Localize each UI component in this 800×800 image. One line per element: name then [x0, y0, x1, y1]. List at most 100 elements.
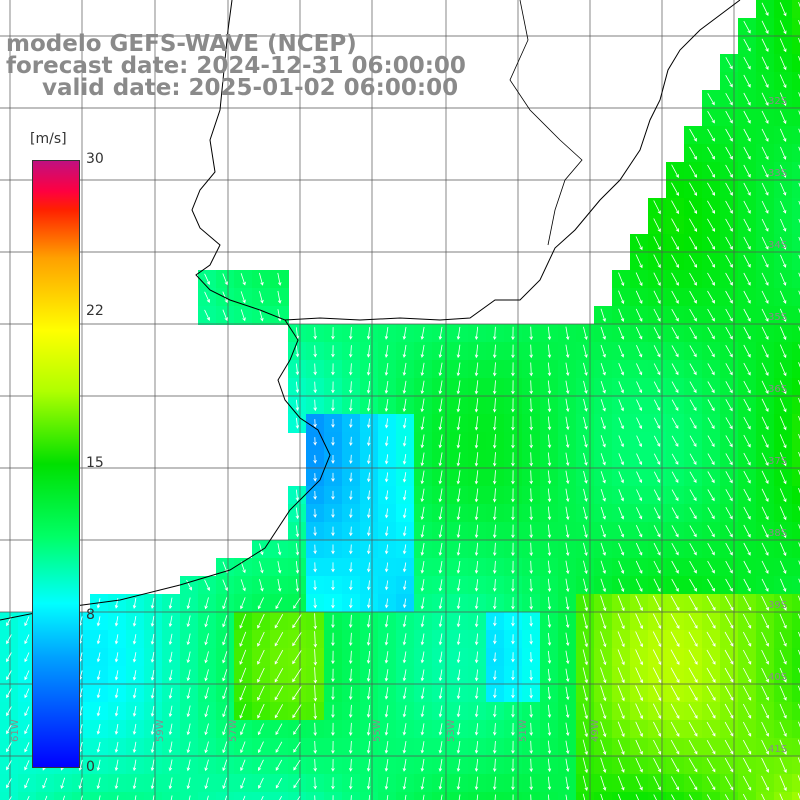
wind-arrow — [242, 795, 246, 800]
wind-cell — [432, 396, 451, 415]
wind-arrow — [725, 128, 733, 142]
wind-cell — [270, 576, 289, 595]
wind-arrow — [456, 470, 461, 485]
wind-cell — [252, 648, 271, 667]
wind-arrow — [42, 777, 48, 789]
wind-arrow — [420, 633, 425, 646]
lat-label: 41S — [768, 744, 788, 755]
wind-arrow — [456, 615, 461, 628]
wind-arrow — [798, 613, 800, 620]
wind-cell — [414, 738, 433, 757]
wind-cell — [270, 612, 289, 631]
wind-cell — [108, 630, 127, 649]
wind-cell — [162, 648, 181, 667]
wind-arrow — [458, 794, 461, 800]
wind-arrow — [206, 795, 209, 800]
wind-arrow — [313, 508, 317, 518]
wind-cell — [540, 360, 559, 379]
wind-cell — [108, 774, 127, 793]
wind-arrow — [565, 560, 570, 575]
wind-cell — [558, 684, 577, 703]
wind-arrow — [150, 777, 155, 790]
wind-arrow — [349, 363, 353, 376]
wind-arrow — [292, 650, 302, 665]
wind-cell — [378, 630, 397, 649]
wind-arrow — [652, 667, 662, 684]
wind-arrow — [742, 775, 752, 791]
wind-cell — [252, 792, 271, 800]
wind-cell — [396, 342, 415, 361]
wind-cell — [216, 702, 235, 721]
wind-cell — [144, 630, 163, 649]
wind-arrow — [635, 560, 643, 574]
wind-cell — [450, 342, 469, 361]
wind-arrow — [724, 685, 734, 701]
wind-cell — [540, 324, 559, 343]
wind-cell — [486, 702, 505, 721]
wind-arrow — [582, 757, 588, 774]
wind-cell — [288, 666, 307, 685]
wind-cell — [378, 738, 397, 757]
wind-arrow — [653, 363, 661, 376]
wind-arrow — [798, 506, 800, 512]
wind-cell — [126, 612, 145, 631]
wind-arrow — [618, 435, 624, 448]
wind-cell — [126, 720, 145, 739]
wind-cell — [324, 504, 343, 523]
wind-arrow — [761, 146, 769, 160]
wind-cell — [396, 666, 415, 685]
wind-arrow — [44, 795, 48, 800]
wind-arrow — [725, 471, 733, 484]
wind-cell — [468, 738, 487, 757]
wind-arrow — [724, 758, 734, 773]
wind-arrow — [438, 542, 443, 556]
wind-cell — [540, 720, 559, 739]
wind-arrow — [798, 362, 800, 368]
wind-arrow — [670, 703, 680, 719]
wind-arrow — [402, 472, 407, 483]
wind-arrow — [313, 667, 318, 684]
wind-arrow — [779, 542, 787, 557]
wind-arrow — [707, 164, 715, 178]
wind-arrow — [636, 453, 643, 466]
wind-arrow — [456, 723, 461, 736]
wind-arrow — [274, 704, 284, 719]
wind-arrow — [132, 777, 137, 790]
wind-arrow — [186, 687, 191, 700]
wind-arrow — [204, 309, 210, 321]
wind-arrow — [313, 562, 317, 573]
wind-arrow — [150, 759, 155, 772]
wind-cell — [306, 360, 325, 379]
wind-arrow — [780, 272, 787, 286]
wind-arrow — [707, 200, 716, 214]
wind-arrow — [636, 489, 643, 502]
wind-arrow — [204, 687, 209, 700]
wind-cell — [378, 468, 397, 487]
wind-arrow — [725, 542, 733, 556]
wind-arrow — [706, 649, 716, 665]
wind-arrow — [529, 506, 533, 521]
wind-arrow — [114, 706, 119, 717]
wind-cell — [90, 594, 109, 613]
wind-arrow — [240, 309, 246, 322]
wind-cell — [288, 684, 307, 703]
wind-cell — [0, 720, 19, 739]
wind-arrow — [565, 632, 570, 647]
wind-arrow — [600, 685, 607, 702]
wind-arrow — [725, 560, 733, 574]
wind-cell — [288, 594, 307, 613]
wind-cell — [558, 468, 577, 487]
wind-arrow — [724, 721, 734, 737]
wind-arrow — [277, 309, 282, 322]
wind-arrow — [600, 703, 607, 720]
wind-arrow — [547, 344, 552, 359]
wind-arrow — [670, 613, 680, 629]
wind-arrow — [600, 362, 606, 376]
wind-cell — [558, 594, 577, 613]
wind-arrow — [384, 362, 389, 376]
wind-arrow — [671, 182, 679, 197]
wind-arrow — [240, 723, 246, 736]
wind-arrow — [618, 290, 625, 305]
wind-arrow — [402, 580, 407, 591]
wind-arrow — [24, 706, 30, 717]
